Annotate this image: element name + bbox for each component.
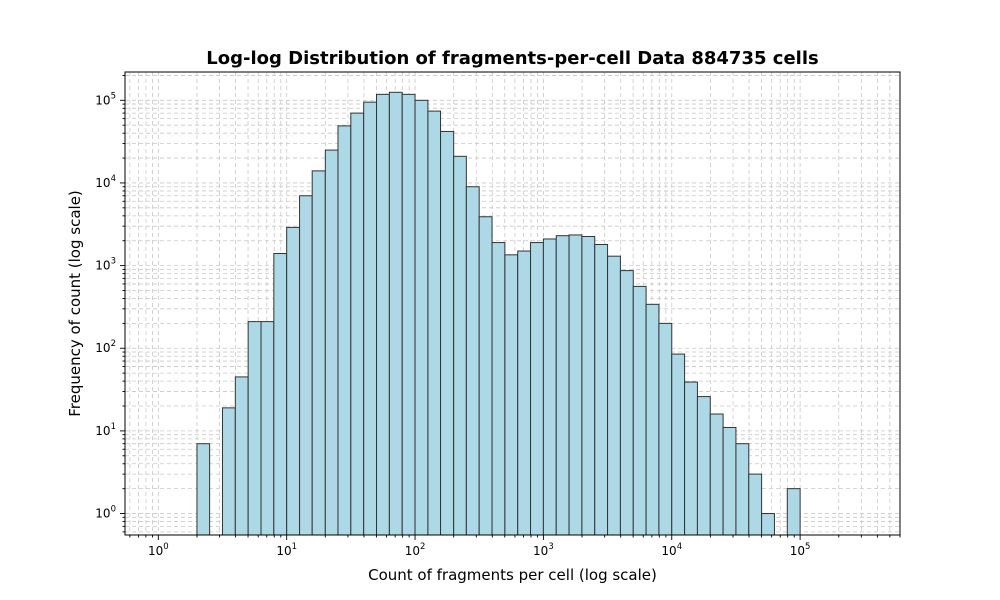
histogram-bar (555, 235, 570, 536)
histogram-bar (427, 110, 442, 536)
histogram-bar (234, 376, 249, 536)
histogram-bars (196, 91, 801, 536)
histogram-bar (311, 170, 326, 536)
histogram-bar (607, 255, 621, 536)
histogram-bar (504, 254, 519, 536)
histogram-bar (632, 285, 647, 536)
y-axis-label: Frequency of count (log scale) (66, 190, 84, 417)
histogram-bar (260, 321, 275, 536)
histogram-bar (645, 303, 660, 536)
histogram-bar (517, 250, 532, 536)
histogram-bar (465, 186, 480, 536)
x-tick-label: 105 (790, 542, 811, 558)
histogram-bar (696, 396, 711, 536)
histogram-bar (619, 270, 634, 536)
histogram-bar (453, 155, 467, 536)
chart-title: Log-log Distribution of fragments-per-ce… (206, 48, 818, 69)
y-tick-label: 104 (95, 174, 116, 190)
histogram-bar (748, 473, 763, 536)
histogram-bar (722, 426, 737, 536)
axis-ticks: 100 101 102 103 104 105 100 101 102 103 104 105 (95, 74, 901, 558)
x-tick-label: 104 (661, 542, 682, 558)
histogram-bar (337, 125, 352, 536)
histogram-bar (581, 235, 596, 536)
plot-area-frame (124, 71, 901, 536)
y-tick-label: 103 (95, 257, 116, 273)
histogram-bar (350, 112, 365, 536)
histogram-bar (247, 321, 262, 536)
y-tick-label: 102 (95, 339, 116, 355)
histogram-bar (568, 234, 583, 536)
histogram-bar (414, 99, 429, 536)
x-tick-label: 103 (533, 542, 554, 558)
histogram-bar (299, 195, 313, 536)
histogram-bar (478, 216, 493, 536)
histogram-bar (196, 443, 211, 536)
histogram-bar (376, 93, 390, 536)
histogram-bar (286, 226, 301, 536)
histogram-bar (440, 130, 455, 536)
histogram-bar (491, 242, 506, 536)
histogram-bar (786, 488, 801, 536)
histogram-bar (221, 407, 236, 536)
x-tick-label: 102 (405, 542, 426, 558)
x-tick-label: 101 (276, 542, 297, 558)
y-tick-label: 101 (95, 422, 116, 438)
histogram-bar (671, 353, 686, 536)
histogram-bar (388, 91, 403, 536)
histogram-bar (709, 413, 724, 536)
histogram-bar (363, 101, 378, 536)
histogram-bar (542, 238, 557, 536)
x-axis-label: Count of fragments per cell (log scale) (368, 566, 657, 584)
histogram-bar (273, 253, 288, 536)
histogram-bar (401, 93, 416, 536)
histogram-bar (735, 443, 750, 536)
histogram-bar (761, 513, 775, 536)
x-tick-label: 100 (148, 542, 169, 558)
histogram-bar (324, 149, 339, 536)
histogram-bar (684, 381, 698, 536)
histogram-bar (594, 243, 609, 536)
y-tick-label: 105 (95, 91, 116, 107)
histogram-bar (530, 242, 544, 536)
histogram-bar (658, 322, 673, 536)
y-tick-label: 100 (95, 505, 116, 521)
